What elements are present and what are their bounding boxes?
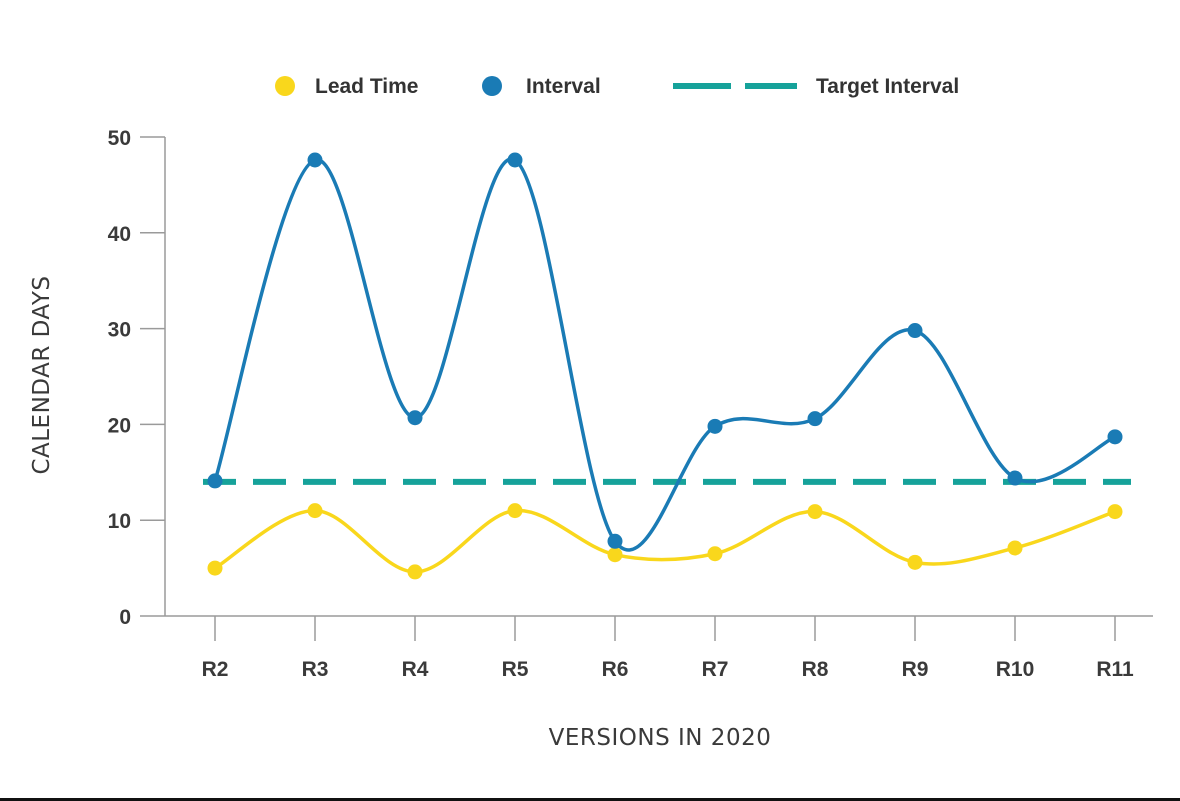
interval-point [907,323,923,339]
y-tick-label: 10 [108,510,131,533]
lead-time-point [407,564,423,580]
lead-time-point [607,547,623,563]
x-tick-label: R4 [402,658,429,681]
legend-interval-label: Interval [526,75,601,98]
x-tick-label: R9 [902,658,929,681]
interval-point [807,411,823,427]
interval-point [207,473,223,489]
legend-lead-time-swatch [275,76,295,96]
interval-point [307,152,323,168]
x-axis: R2 R3 R4 R5 R6 R7 R8 R9 R10 R11 [165,615,1153,681]
x-tick-label: R8 [802,658,829,681]
x-tick-label: R10 [996,658,1035,681]
lead-time-line [213,508,1117,574]
x-tick-label: R6 [602,658,629,681]
y-tick-label: 20 [108,414,131,437]
lead-time-point [1007,540,1023,556]
interval-point [1107,429,1123,445]
interval-point [607,533,623,549]
lead-time-point [807,504,823,520]
x-tick-label: R2 [202,658,229,681]
y-tick-label: 50 [108,127,131,150]
interval-point [707,418,723,434]
interval-point [507,152,523,168]
x-tick-label: R11 [1096,658,1134,681]
y-tick-label: 40 [108,223,131,246]
x-tick-label: R5 [502,658,529,681]
y-tick-label: 30 [108,319,131,342]
series-layer [203,152,1131,580]
legend-lead-time-label: Lead Time [315,75,418,98]
y-axis: 0 10 20 30 40 50 [108,127,166,629]
interval-point [1007,470,1023,486]
lead-time-point [707,546,723,562]
lead-time-point [907,554,923,570]
lead-time-point [507,503,523,519]
y-axis-title: CALENDAR DAYS [29,275,55,474]
interval-point [407,410,423,426]
y-tick-label: 0 [119,606,131,629]
x-axis-title: VERSIONS IN 2020 [549,725,772,751]
legend: Lead Time Interval Target Interval [275,75,959,98]
legend-interval-swatch [482,76,502,96]
lead-time-point [1107,504,1123,520]
legend-target-interval-label: Target Interval [816,75,959,98]
lead-time-point [207,560,223,576]
x-tick-label: R3 [302,658,329,681]
lead-time-point [307,503,323,519]
x-tick-label: R7 [702,658,729,681]
interval-line [213,157,1117,552]
